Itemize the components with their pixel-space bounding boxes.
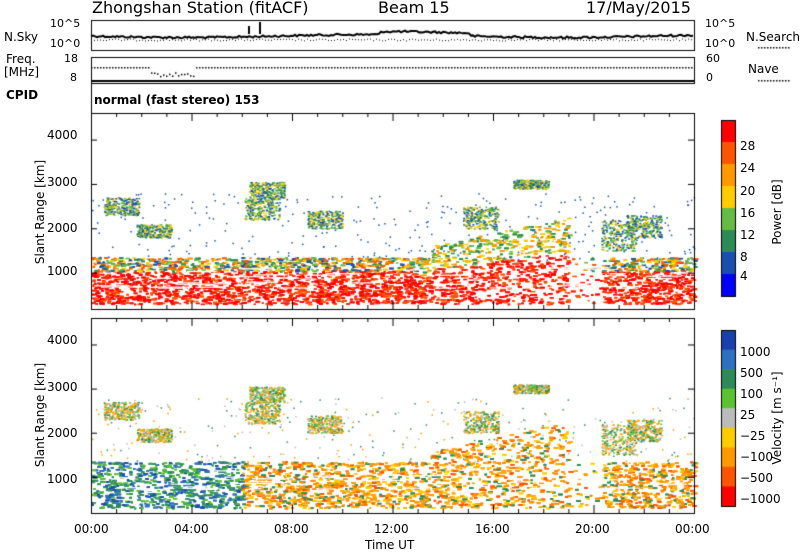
xtick-2400: 00:00 — [675, 522, 710, 536]
power-cbar-tick-4: 4 — [740, 269, 748, 283]
power-ytick-2000: 2000 — [47, 221, 78, 235]
velocity-cbar-tick-neg500: −500 — [740, 471, 773, 485]
xtick-1200: 12:00 — [374, 522, 409, 536]
nave-tick-bottom: 0 — [706, 71, 713, 84]
date-label: 17/May/2015 — [586, 0, 691, 17]
station-title: Zhongshan Station (fitACF) — [92, 0, 309, 17]
velocity-cbar-tick-500: 500 — [740, 366, 763, 380]
power-cbar-tick-20: 20 — [740, 184, 756, 198]
xtick-0800: 08:00 — [274, 522, 309, 536]
velocity-cbar-tick-1000: 1000 — [740, 345, 771, 359]
power-cbar-label: Power [dB] — [770, 179, 784, 245]
power-cbar-tick-24: 24 — [740, 161, 756, 175]
velocity-ytick-2000: 2000 — [47, 426, 78, 440]
nsearch-tick-top: 10^5 — [705, 17, 736, 30]
freq-label: Freq. — [6, 52, 36, 66]
xtick-0000: 00:00 — [74, 522, 109, 536]
velocity-ytick-4000: 4000 — [47, 333, 78, 347]
velocity-cbar-label: Velocity [m s⁻¹] — [770, 371, 784, 465]
velocity-ytick-3000: 3000 — [47, 380, 78, 394]
velocity-ylabel: Slant Range [km] — [33, 362, 47, 468]
nsky-tick-bottom: 10^0 — [50, 37, 81, 50]
beam-label: Beam 15 — [378, 0, 450, 17]
xtick-0400: 04:00 — [174, 522, 209, 536]
xtick-2000: 20:00 — [575, 522, 610, 536]
xtick-1600: 16:00 — [475, 522, 510, 536]
velocity-ytick-1000: 1000 — [47, 472, 78, 486]
nave-label: Nave — [748, 62, 779, 76]
power-ytick-1000: 1000 — [47, 264, 78, 278]
velocity-cbar-tick-25: 25 — [740, 408, 756, 422]
velocity-cbar-tick-neg1000: −1000 — [740, 492, 781, 506]
cpid-label: CPID — [6, 88, 39, 102]
power-ytick-4000: 4000 — [47, 128, 78, 142]
nsearch-tick-bottom: 10^0 — [705, 37, 736, 50]
freq-tick-top: 18 — [64, 52, 78, 65]
xaxis-label: Time UT — [365, 538, 415, 552]
nave-tick-top: 60 — [706, 52, 720, 65]
nsearch-label: N.Search — [746, 30, 800, 44]
velocity-cbar-tick-neg25: −25 — [740, 429, 766, 443]
cpid-text: normal (fast stereo) 153 — [94, 93, 260, 107]
velocity-cbar-tick-neg100: −100 — [740, 450, 773, 464]
power-ylabel: Slant Range [km] — [33, 159, 47, 265]
nsky-label: N.Sky — [4, 30, 39, 44]
power-cbar-tick-28: 28 — [740, 139, 756, 153]
power-cbar-tick-8: 8 — [740, 250, 748, 264]
freq-unit-label: [MHz] — [4, 65, 40, 79]
nsky-tick-top: 10^5 — [50, 17, 81, 30]
freq-tick-bottom: 8 — [70, 71, 77, 84]
power-ytick-3000: 3000 — [47, 175, 78, 189]
velocity-cbar-tick-100: 100 — [740, 387, 763, 401]
power-cbar-tick-16: 16 — [740, 206, 756, 220]
power-cbar-tick-12: 12 — [740, 228, 756, 242]
